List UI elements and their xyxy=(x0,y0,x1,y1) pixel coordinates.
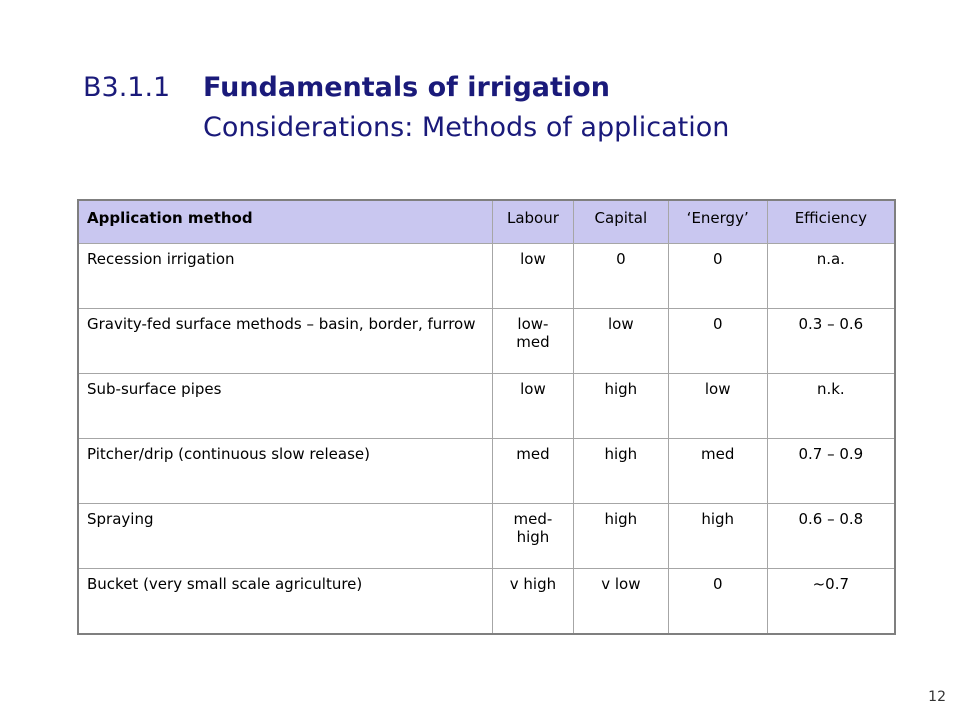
table-cell: med-high xyxy=(491,503,574,569)
table-cell: low xyxy=(491,373,574,439)
table-cell: med xyxy=(667,438,768,504)
table-cell: 0 xyxy=(667,308,768,374)
section-code: B3.1.1 xyxy=(83,72,171,103)
table-cell: low-med xyxy=(491,308,574,374)
table-cell: 0.6 – 0.8 xyxy=(766,503,896,569)
table-row: Sub-surface pipes low high low n.k. xyxy=(77,373,896,439)
table-cell: high xyxy=(572,373,669,439)
table-cell: high xyxy=(572,438,669,504)
table-cell: low xyxy=(491,243,574,309)
title-row: B3.1.1 Fundamentals of irrigation xyxy=(83,72,729,108)
table-cell: Spraying xyxy=(77,503,493,569)
table-cell: 0 xyxy=(572,243,669,309)
column-header: Capital xyxy=(572,199,669,244)
page-number: 12 xyxy=(928,689,946,705)
table-cell: Bucket (very small scale agriculture) xyxy=(77,568,493,635)
slide-title-block: B3.1.1 Fundamentals of irrigation Consid… xyxy=(83,72,729,148)
table-row: Bucket (very small scale agriculture) v … xyxy=(77,568,896,635)
application-methods-table: Application method Labour Capital ‘Energ… xyxy=(77,199,896,635)
table-cell: low xyxy=(667,373,768,439)
table-cell: Pitcher/drip (continuous slow release) xyxy=(77,438,493,504)
table-cell: 0.3 – 0.6 xyxy=(766,308,896,374)
table-cell: high xyxy=(667,503,768,569)
table-cell: high xyxy=(572,503,669,569)
table-cell: v high xyxy=(491,568,574,635)
table-row: Pitcher/drip (continuous slow release) m… xyxy=(77,438,896,504)
table-cell: n.a. xyxy=(766,243,896,309)
table-cell: low xyxy=(572,308,669,374)
column-header: Application method xyxy=(77,199,493,244)
table-cell: 0 xyxy=(667,568,768,635)
table-cell: v low xyxy=(572,568,669,635)
table-cell: Sub-surface pipes xyxy=(77,373,493,439)
table-cell: med xyxy=(491,438,574,504)
page-subtitle: Considerations: Methods of application xyxy=(203,112,730,143)
table-cell: Recession irrigation xyxy=(77,243,493,309)
column-header: Efficiency xyxy=(766,199,896,244)
page-title: Fundamentals of irrigation xyxy=(203,72,610,103)
table-cell: n.k. xyxy=(766,373,896,439)
table-cell: 0 xyxy=(667,243,768,309)
table-cell: Gravity-fed surface methods – basin, bor… xyxy=(77,308,493,374)
table-row: Gravity-fed surface methods – basin, bor… xyxy=(77,308,896,374)
column-header: Labour xyxy=(491,199,574,244)
table-cell: ~0.7 xyxy=(766,568,896,635)
column-header: ‘Energy’ xyxy=(667,199,768,244)
table-row: Spraying med-high high high 0.6 – 0.8 xyxy=(77,503,896,569)
table-header-row: Application method Labour Capital ‘Energ… xyxy=(77,199,896,244)
table-row: Recession irrigation low 0 0 n.a. xyxy=(77,243,896,309)
table-cell: 0.7 – 0.9 xyxy=(766,438,896,504)
